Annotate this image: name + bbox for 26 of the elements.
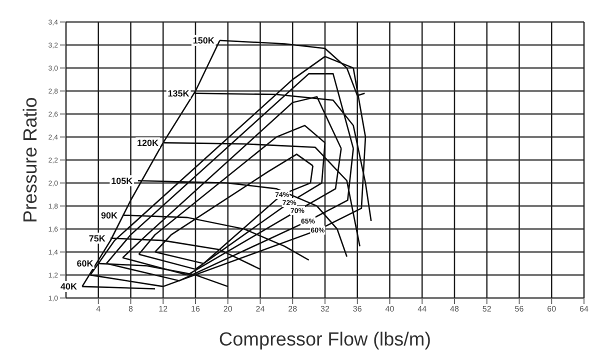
x-tick-label: 32 [320, 304, 330, 314]
x-tick-label: 8 [128, 304, 134, 314]
x-axis-title: Compressor Flow (lbs/m) [218, 329, 432, 350]
series-label: 90K [101, 210, 118, 220]
series-label: 40K [60, 282, 78, 292]
series-label: 150K [192, 36, 215, 46]
x-tick-label: 40 [385, 304, 395, 314]
series-label: 60K [76, 258, 94, 269]
x-tick-label: 52 [482, 304, 492, 314]
x-tick-label: 20 [223, 304, 233, 314]
series-label: 75K [88, 233, 106, 244]
x-tick-label: 16 [191, 304, 200, 314]
x-tick-label: 44 [418, 304, 428, 314]
x-tick-label: 48 [450, 304, 460, 314]
x-tick-label: 12 [158, 304, 168, 314]
x-tick-label: 36 [352, 304, 362, 314]
series-label: 105K [111, 176, 134, 186]
x-tick-label: 28 [288, 304, 298, 314]
series-label: 120K [137, 138, 160, 148]
x-tick-label: 24 [256, 304, 266, 314]
x-tick-label: 4 [96, 304, 102, 314]
y-axis-title: Pressure Ratio [20, 97, 42, 223]
x-tick-label: 56 [514, 304, 524, 314]
x-tick-label: 64 [580, 304, 589, 314]
series-label: 135K [168, 88, 190, 98]
x-tick-label: 60 [547, 304, 557, 314]
